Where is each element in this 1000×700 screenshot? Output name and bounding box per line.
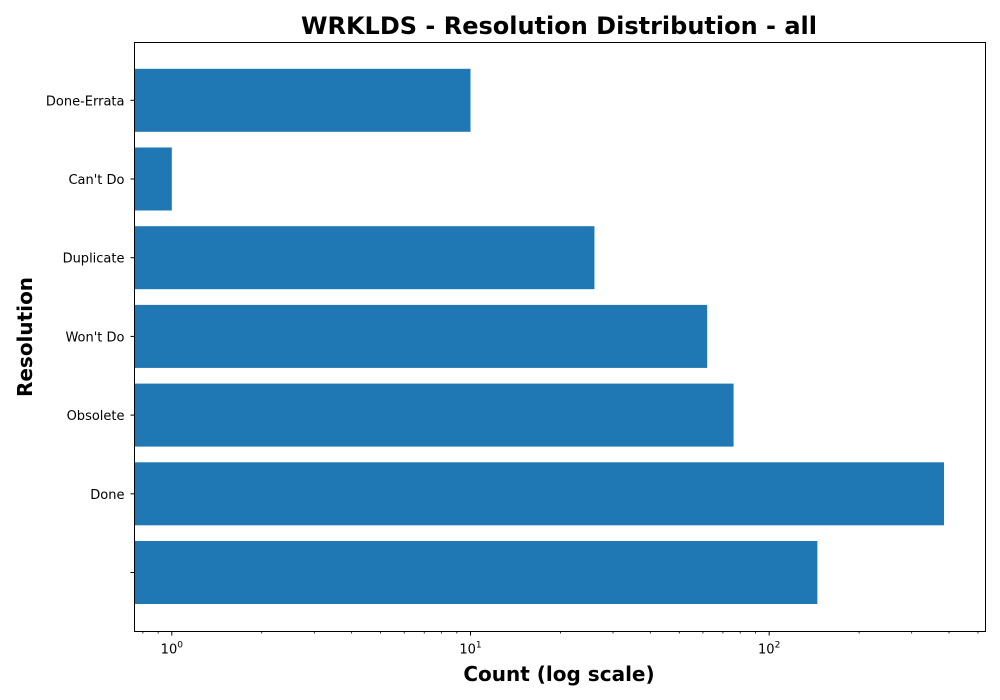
- y-tick-label: Done-Errata: [46, 94, 125, 109]
- x-axis: 100 101 102: [142, 631, 979, 658]
- bar: [134, 462, 945, 526]
- chart-title: WRKLDS - Resolution Distribution - all: [301, 12, 817, 40]
- bar: [134, 68, 471, 132]
- x-tick-label: 102: [758, 641, 780, 658]
- bar: [134, 383, 734, 447]
- x-tick-label: 100: [161, 641, 184, 658]
- bar: [134, 304, 708, 368]
- y-tick-label: Obsolete: [67, 409, 125, 424]
- bar: [134, 541, 818, 604]
- bars-layer: [134, 68, 945, 604]
- bar: [134, 226, 595, 290]
- y-tick-label: Can't Do: [68, 173, 124, 188]
- y-axis-label: Resolution: [13, 277, 37, 397]
- x-axis-label: Count (log scale): [463, 662, 654, 686]
- y-tick-label: Done: [90, 488, 124, 503]
- x-tick-label: 101: [459, 641, 481, 658]
- plot-frame: [134, 42, 986, 632]
- bar: [134, 147, 172, 211]
- y-tick-label: Won't Do: [65, 330, 124, 345]
- y-axis: Done Obsolete Won't Do Duplicate Can't Do Don…: [46, 94, 135, 573]
- y-tick-label: Duplicate: [63, 252, 125, 267]
